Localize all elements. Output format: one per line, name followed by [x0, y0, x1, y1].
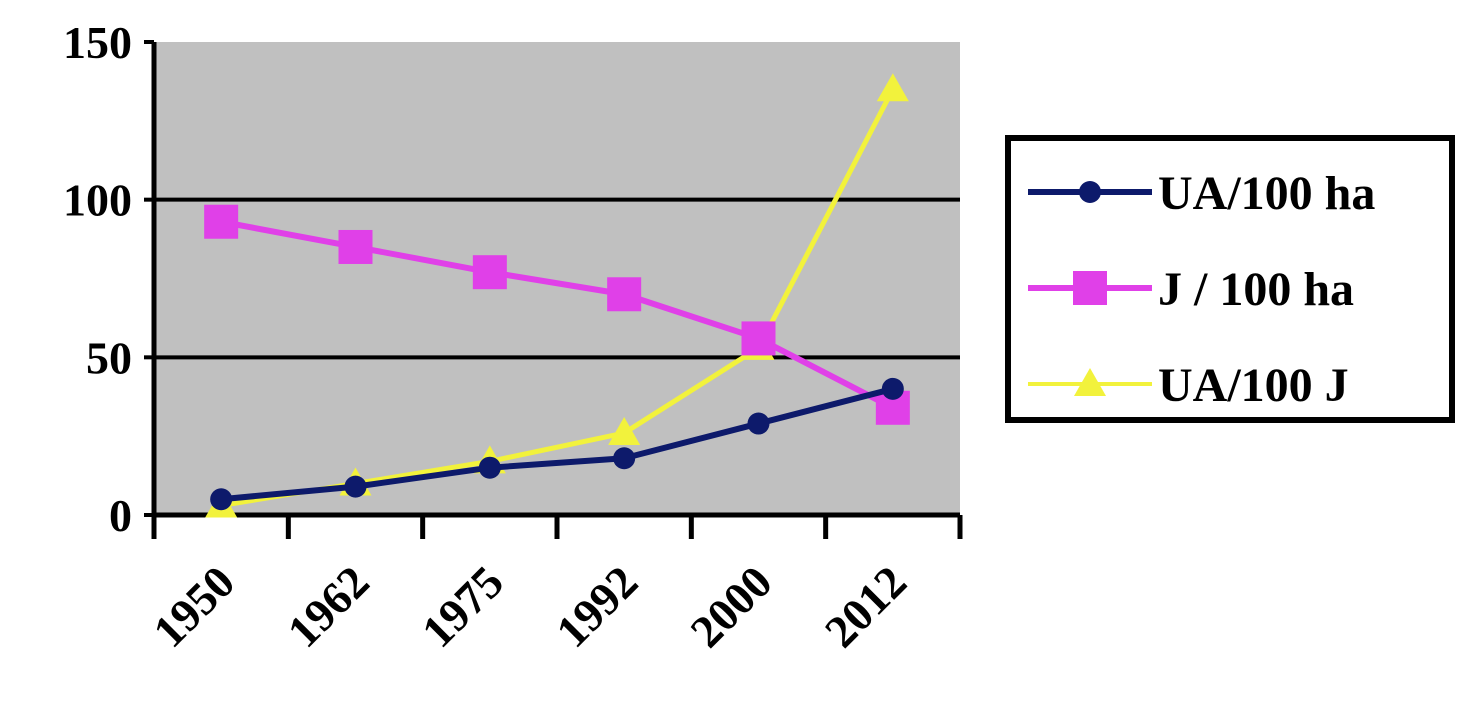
series-group — [204, 73, 910, 518]
y-tick-label: 100 — [63, 175, 132, 226]
legend-marker-1 — [1073, 271, 1107, 305]
data-point-s1-2 — [472, 255, 507, 290]
legend-label-0: UA/100 ha — [1158, 167, 1375, 220]
y-tick-label: 0 — [109, 490, 132, 541]
series-line-0 — [220, 385, 894, 503]
legend-marker-0 — [1079, 181, 1101, 203]
data-point-s0-5 — [881, 377, 904, 400]
series-line-1 — [220, 218, 895, 411]
data-point-s1-3 — [607, 277, 642, 312]
legend-marker-2 — [1074, 368, 1106, 396]
data-point-s1-4 — [741, 321, 776, 356]
data-point-s1-1 — [338, 229, 373, 264]
data-point-s2-5 — [876, 73, 909, 102]
data-point-s2-3 — [608, 417, 641, 446]
legend: UA/100 ha J / 100 ha UA/100 J — [1005, 135, 1455, 423]
legend-label-1: J / 100 ha — [1158, 263, 1354, 316]
data-point-s0-2 — [478, 456, 501, 479]
data-point-s0-0 — [210, 488, 233, 511]
x-tick-label: 1950 — [143, 556, 244, 657]
y-tick-label: 150 — [63, 17, 132, 68]
x-tick-label: 2000 — [681, 556, 782, 657]
gridlines — [154, 197, 960, 360]
data-point-s0-1 — [344, 475, 367, 498]
y-tick-label: 50 — [86, 332, 132, 383]
plot-area — [154, 42, 960, 515]
x-tick-label: 2012 — [815, 556, 916, 657]
x-tick-labels: 1950 1962 1975 1992 2000 2012 — [143, 556, 916, 657]
axes — [144, 40, 963, 539]
legend-label-2: UA/100 J — [1158, 359, 1349, 412]
y-tick-labels: 0 50 100 150 — [63, 17, 132, 541]
x-tick-label: 1992 — [546, 556, 647, 657]
data-point-s0-3 — [613, 447, 636, 470]
data-point-s0-4 — [747, 412, 770, 435]
data-point-s1-0 — [204, 204, 239, 239]
x-tick-label: 1962 — [278, 556, 379, 657]
x-tick-label: 1975 — [412, 556, 513, 657]
